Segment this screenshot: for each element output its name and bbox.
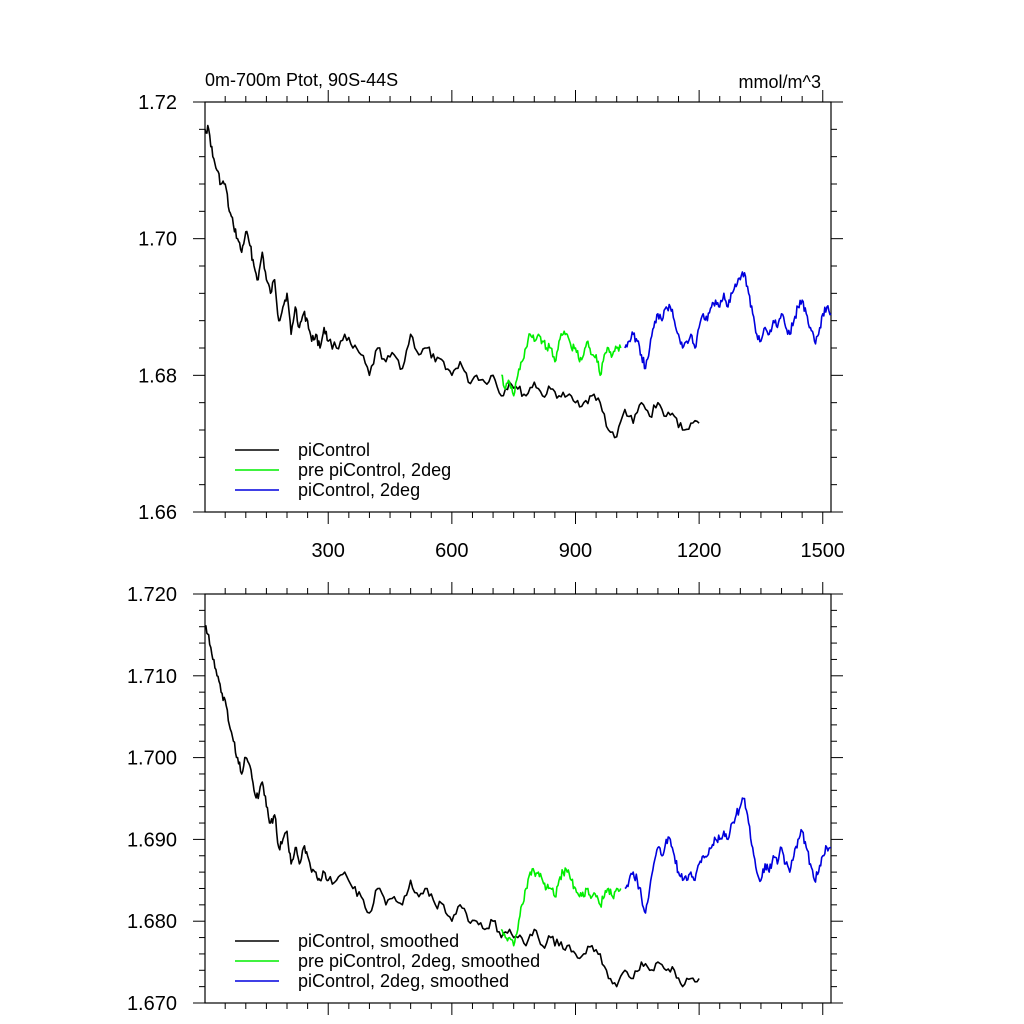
- x-tick-label: 1200: [677, 540, 722, 562]
- series-line-1: [501, 330, 622, 397]
- series-line-1: [500, 867, 622, 947]
- y-tick-label: 1.68: [138, 365, 177, 387]
- y-tick-label: 1.720: [127, 584, 177, 606]
- units-label: mmol/m^3: [739, 72, 821, 92]
- chart-title: 0m-700m Ptot, 90S-44S: [205, 70, 398, 90]
- legend-label: piControl, smoothed: [298, 931, 459, 951]
- bottom-panel: 1.670 1.680 1.690 1.700 1.710 1.720 piControl,…: [127, 582, 843, 1015]
- y-tick-label: 1.700: [127, 748, 177, 770]
- y-tick-label: 1.70: [138, 229, 177, 251]
- series-line-2: [624, 797, 832, 914]
- x-tick-label: 1500: [801, 540, 846, 562]
- legend-label: pre piControl, 2deg, smoothed: [298, 951, 540, 971]
- legend-label: piControl, 2deg, smoothed: [298, 971, 509, 991]
- y-tick-label: 1.690: [127, 829, 177, 851]
- series-line-2: [624, 271, 832, 370]
- y-tick-label: 1.710: [127, 666, 177, 688]
- plot-frame: [204, 101, 832, 513]
- x-tick-label: 900: [559, 540, 592, 562]
- series-line-0: [204, 625, 700, 988]
- legend-label: piControl: [298, 440, 370, 460]
- y-tick-label: 1.72: [138, 92, 177, 114]
- legend-label: pre piControl, 2deg: [298, 460, 451, 480]
- x-tick-label: 600: [435, 540, 468, 562]
- series-line-0: [204, 124, 700, 439]
- y-tick-label: 1.680: [127, 911, 177, 933]
- top-panel: 300 600 900 1200 1500 1.66 1.68 1.70 1.72 0m-700m…: [138, 70, 845, 562]
- y-tick-label: 1.670: [127, 993, 177, 1015]
- x-tick-label: 300: [312, 540, 345, 562]
- y-tick-label: 1.66: [138, 502, 177, 524]
- legend-label: piControl, 2deg: [298, 480, 420, 500]
- plot-frame: [204, 593, 832, 1004]
